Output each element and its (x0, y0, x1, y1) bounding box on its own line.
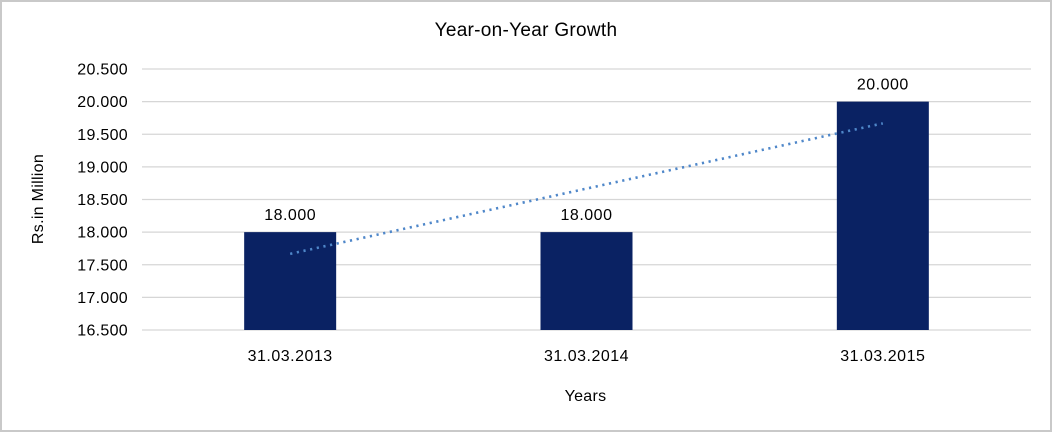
y-tick-label: 19.000 (77, 159, 128, 176)
y-tick-label: 16.500 (77, 323, 128, 340)
bar-data-label: 18.000 (264, 207, 316, 224)
bar (540, 232, 633, 330)
bar-data-label: 18.000 (561, 207, 613, 224)
y-tick-label: 18.500 (77, 192, 128, 209)
y-tick-label: 18.000 (77, 225, 128, 242)
y-tick-label: 17.000 (77, 290, 128, 307)
y-tick-label: 19.500 (77, 127, 128, 144)
bar (836, 101, 929, 330)
x-axis-title: Years (564, 388, 607, 405)
bar-data-label: 20.000 (857, 77, 909, 94)
chart-title: Year-on-Year Growth (434, 20, 618, 41)
category-label: 31.03.2015 (840, 348, 925, 365)
bar (244, 232, 337, 330)
category-label: 31.03.2014 (544, 348, 629, 365)
y-tick-label: 20.000 (77, 94, 128, 111)
category-label: 31.03.2013 (248, 348, 333, 365)
y-tick-label: 20.500 (77, 62, 128, 79)
y-tick-label: 17.500 (77, 257, 128, 274)
